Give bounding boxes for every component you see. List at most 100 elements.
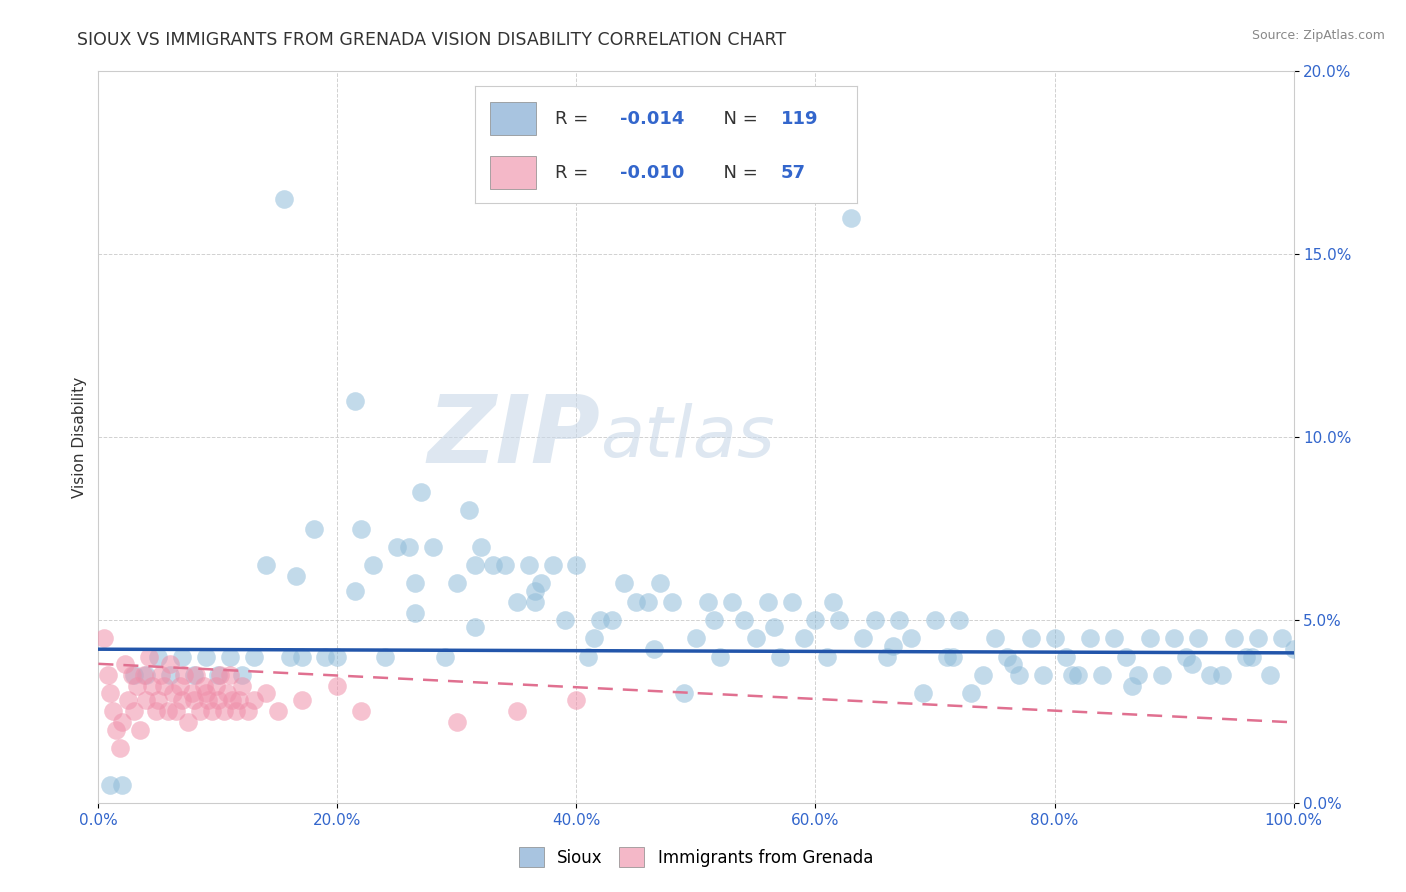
Point: [936, 649, 959, 664]
Point: [494, 558, 516, 573]
Point: [105, 723, 128, 737]
Point: [111, 778, 134, 792]
Point: [841, 211, 863, 225]
Point: [446, 715, 468, 730]
Point: [637, 594, 659, 608]
Point: [1067, 667, 1090, 681]
Point: [284, 569, 307, 583]
Point: [1032, 667, 1054, 681]
Point: [267, 705, 290, 719]
Point: [1163, 632, 1185, 646]
Point: [207, 667, 229, 681]
Point: [344, 583, 367, 598]
Point: [948, 613, 970, 627]
Point: [924, 613, 946, 627]
Point: [93, 632, 115, 646]
Point: [125, 679, 148, 693]
Point: [960, 686, 983, 700]
Point: [404, 606, 426, 620]
Point: [565, 558, 588, 573]
Point: [1019, 632, 1042, 646]
Point: [464, 558, 486, 573]
Point: [291, 649, 314, 664]
Point: [129, 723, 152, 737]
Point: [217, 686, 239, 700]
Point: [363, 558, 385, 573]
Point: [228, 693, 250, 707]
Point: [1152, 667, 1174, 681]
Point: [153, 679, 176, 693]
Point: [101, 705, 124, 719]
Point: [124, 705, 146, 719]
Point: [1181, 657, 1204, 671]
Point: [1104, 632, 1126, 646]
Point: [254, 686, 277, 700]
Point: [1199, 667, 1222, 681]
Point: [554, 613, 576, 627]
Point: [183, 693, 205, 707]
Point: [517, 558, 540, 573]
Point: [523, 583, 546, 598]
Point: [852, 632, 875, 646]
Point: [1247, 632, 1270, 646]
Point: [685, 632, 707, 646]
Point: [889, 613, 911, 627]
Point: [148, 693, 170, 707]
Point: [159, 667, 181, 681]
Point: [1271, 632, 1294, 646]
Point: [1282, 642, 1305, 657]
Point: [1223, 632, 1246, 646]
Point: [900, 632, 922, 646]
Point: [565, 693, 588, 707]
Point: [458, 503, 481, 517]
Point: [177, 715, 200, 730]
Point: [326, 649, 349, 664]
Point: [912, 686, 935, 700]
Point: [626, 594, 648, 608]
Point: [482, 558, 505, 573]
Point: [98, 778, 122, 792]
Point: [121, 667, 143, 681]
Point: [995, 649, 1018, 664]
Point: [1056, 649, 1078, 664]
Point: [169, 679, 191, 693]
Point: [1175, 649, 1198, 664]
Point: [117, 693, 139, 707]
Point: [1091, 667, 1114, 681]
Text: Source: ZipAtlas.com: Source: ZipAtlas.com: [1251, 29, 1385, 42]
Point: [273, 192, 295, 206]
Point: [374, 649, 396, 664]
Point: [703, 613, 725, 627]
Point: [111, 715, 134, 730]
Point: [578, 649, 600, 664]
Point: [212, 705, 235, 719]
Point: [1128, 667, 1150, 681]
Point: [506, 705, 529, 719]
Point: [769, 649, 792, 664]
Point: [385, 540, 409, 554]
Point: [231, 667, 253, 681]
Point: [350, 705, 373, 719]
Y-axis label: Vision Disability: Vision Disability: [72, 376, 87, 498]
Point: [828, 613, 851, 627]
Point: [804, 613, 827, 627]
Point: [302, 521, 325, 535]
Text: SIOUX VS IMMIGRANTS FROM GRENADA VISION DISABILITY CORRELATION CHART: SIOUX VS IMMIGRANTS FROM GRENADA VISION …: [77, 31, 786, 49]
Point: [350, 521, 373, 535]
Point: [942, 649, 965, 664]
Point: [219, 649, 242, 664]
Point: [197, 693, 219, 707]
Point: [1187, 632, 1209, 646]
Point: [643, 642, 665, 657]
Point: [404, 576, 426, 591]
Text: atlas: atlas: [600, 402, 775, 472]
Point: [530, 576, 553, 591]
Point: [1139, 632, 1161, 646]
Point: [709, 649, 731, 664]
Point: [1043, 632, 1066, 646]
Point: [108, 740, 131, 755]
Point: [204, 679, 226, 693]
Point: [225, 705, 247, 719]
Point: [613, 576, 636, 591]
Point: [583, 632, 606, 646]
